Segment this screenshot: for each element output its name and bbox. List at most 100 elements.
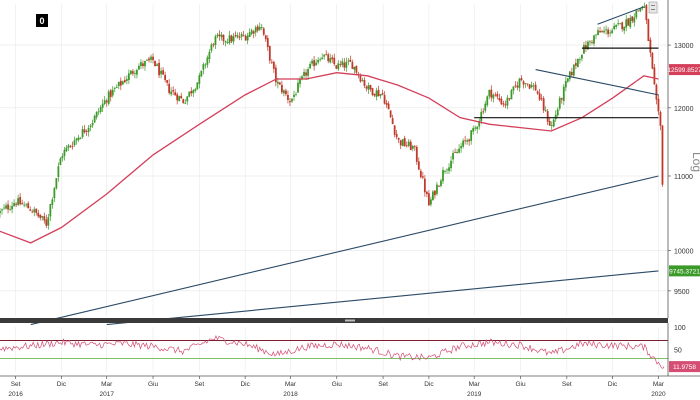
candle [287, 90, 289, 104]
candle [333, 53, 336, 66]
candle-body [496, 93, 499, 97]
candle-body [170, 91, 173, 95]
candle [591, 39, 593, 45]
candle [490, 85, 493, 102]
candle-body [188, 91, 191, 97]
candle-body [234, 35, 237, 37]
candle [57, 162, 60, 182]
candle [409, 139, 412, 151]
candle-body [121, 81, 124, 85]
candle-body [272, 61, 275, 69]
candle-body [113, 88, 116, 90]
candle [383, 91, 386, 105]
candle-body [415, 146, 418, 162]
candle [552, 117, 555, 128]
candle [427, 189, 430, 206]
candle [601, 29, 603, 34]
candle-body [75, 138, 78, 141]
candle [470, 130, 473, 145]
candle [512, 86, 515, 95]
candle [589, 40, 591, 46]
candle-body [464, 140, 467, 142]
candle [258, 22, 261, 32]
candle [204, 62, 207, 69]
candle [647, 18, 650, 42]
candle [45, 214, 48, 229]
candle-body [274, 67, 277, 83]
x-year-label: 2019 [467, 391, 482, 398]
candle-body [280, 84, 283, 93]
candle [200, 70, 203, 78]
candle-body [607, 29, 609, 35]
candle [29, 206, 32, 211]
candle [574, 58, 577, 70]
candle [456, 149, 458, 154]
candle-body [67, 145, 70, 148]
candle-body [293, 94, 295, 97]
candle [168, 79, 171, 95]
candle-body [127, 73, 130, 81]
candle [142, 60, 144, 69]
candle [661, 124, 664, 187]
candle [117, 81, 120, 90]
candle-body [291, 98, 293, 102]
candle [351, 59, 354, 70]
candle [597, 27, 599, 36]
candle-body [49, 204, 52, 217]
candle [645, 3, 648, 25]
candle [246, 32, 249, 45]
candle-body [450, 160, 452, 169]
candle-body [506, 97, 509, 106]
candle-body [196, 82, 199, 90]
candle-body [444, 171, 446, 172]
candle-body [520, 78, 523, 81]
candle-body [599, 31, 601, 33]
candle-body [99, 107, 102, 112]
candle-body [287, 94, 289, 100]
candle [274, 64, 277, 87]
candle-body [200, 70, 203, 77]
candle [415, 145, 418, 165]
candle [113, 86, 116, 93]
candle [615, 24, 618, 30]
candle-body [568, 71, 571, 80]
x-tick-label: Set [378, 381, 388, 388]
candle [315, 59, 318, 66]
candle-body [162, 70, 164, 75]
candle-body [657, 98, 660, 112]
candle [524, 83, 527, 88]
candle-body [583, 44, 585, 54]
candle-body [570, 72, 573, 76]
candle-body [123, 80, 126, 83]
candle [228, 30, 231, 45]
candle [41, 215, 44, 221]
candle [468, 138, 471, 146]
candle-body [39, 214, 42, 218]
candle-body [544, 109, 547, 111]
candle-body [417, 161, 420, 170]
candle [160, 67, 162, 79]
candle [190, 87, 193, 97]
candle [226, 38, 229, 45]
candle [421, 171, 424, 180]
candle [260, 23, 263, 31]
candle [343, 58, 346, 71]
candle-body [591, 42, 593, 43]
candle-body [488, 89, 491, 97]
candle-body [617, 23, 620, 25]
candle-body [490, 89, 493, 98]
candle [448, 163, 450, 174]
candle [3, 204, 5, 210]
candle-body [224, 41, 227, 43]
candle [206, 55, 209, 68]
y-tick-label: 12000 [674, 106, 694, 113]
candle-body [434, 190, 436, 196]
scroll-control-icon[interactable] [648, 1, 658, 14]
candle [11, 201, 13, 214]
candle [59, 157, 62, 166]
candle-body [303, 71, 305, 76]
candle-body [377, 89, 380, 97]
candle [19, 193, 22, 206]
candle [95, 111, 98, 120]
candle [365, 85, 368, 92]
